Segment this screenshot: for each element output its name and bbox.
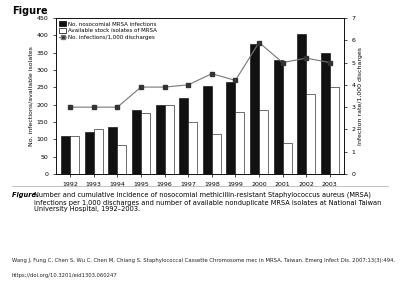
Bar [164, 105, 174, 174]
Bar [274, 60, 283, 174]
Bar [236, 112, 244, 174]
Bar [156, 105, 164, 174]
Bar [94, 129, 103, 174]
Y-axis label: Infection rate/1,000 discharges: Infection rate/1,000 discharges [358, 47, 364, 145]
Bar [283, 143, 292, 174]
Text: Figure: Figure [12, 6, 48, 16]
Bar [330, 87, 339, 174]
Text: Wang J, Fung C, Chen S, Wu C, Chen M, Chiang S. Staphylococcal Cassette Chromoso: Wang J, Fung C, Chen S, Wu C, Chen M, Ch… [12, 258, 395, 263]
Bar [250, 44, 259, 174]
Text: https://doi.org/10.3201/eid1303.060247: https://doi.org/10.3201/eid1303.060247 [12, 273, 118, 278]
Bar [117, 145, 126, 174]
Bar [132, 110, 141, 174]
Bar [85, 132, 94, 174]
Bar [212, 134, 221, 174]
Bar [141, 113, 150, 174]
Text: Figure.: Figure. [12, 192, 41, 198]
Bar [306, 94, 315, 174]
Bar [70, 136, 79, 174]
Y-axis label: No. infections/available isolates: No. infections/available isolates [29, 46, 34, 146]
Legend: No. nosocomial MRSA infections, Available stock isolates of MRSA, No. infections: No. nosocomial MRSA infections, Availabl… [57, 19, 159, 42]
Bar [297, 34, 306, 174]
Bar [61, 136, 70, 174]
Text: Number and cumulative incidence of nosocomial methicillin-resistant Staphylococc: Number and cumulative incidence of nosoc… [34, 192, 381, 212]
Bar [108, 127, 117, 174]
Bar [179, 98, 188, 174]
Bar [259, 110, 268, 174]
Bar [203, 85, 212, 174]
Bar [321, 53, 330, 174]
Bar [188, 122, 197, 174]
Bar [226, 82, 236, 174]
